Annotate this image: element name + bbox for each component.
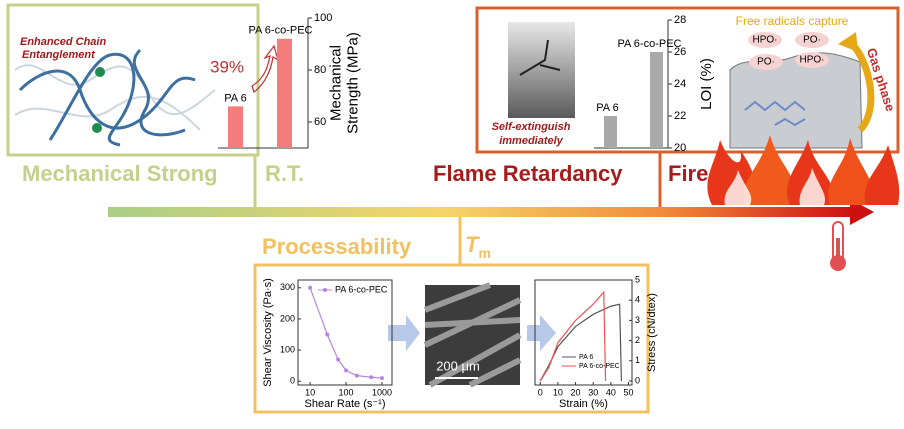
series-line (539, 290, 607, 382)
y-tick-label: 5 (635, 274, 640, 284)
bar-label: PA 6 (224, 92, 246, 104)
radical-label: PO· (803, 35, 821, 46)
point (344, 368, 349, 373)
increase-label: 39% (210, 57, 244, 76)
annotation: Enhanced Chain (20, 36, 106, 48)
annotation: Entanglement (22, 49, 96, 61)
point (325, 332, 330, 337)
y-tick-label: 24 (674, 78, 686, 90)
mechanism-title: Free radicals capture (736, 14, 849, 28)
plot-frame (297, 279, 393, 386)
x-axis-label: Strain (%) (559, 398, 608, 410)
legend-marker (323, 288, 327, 292)
section-label: Processability (262, 234, 412, 259)
bar-label: PA 6 (596, 102, 618, 114)
photo-detail (519, 39, 561, 76)
point (354, 373, 359, 378)
y-tick-label: 0 (290, 376, 295, 386)
legend-label: PA 6-co-PEC (335, 284, 388, 294)
x-axis-label: Shear Rate (s⁻¹) (305, 398, 386, 410)
photo-caption: Self-extinguish (492, 121, 571, 133)
increase-arrow (251, 44, 279, 93)
radical-label: HPO· (753, 35, 778, 46)
y-tick-label: 28 (674, 14, 686, 26)
y-tick-label: 100 (280, 344, 295, 354)
bar (604, 116, 617, 148)
curved-arrow-head (838, 32, 858, 52)
radical-bubble (795, 52, 829, 68)
bar (228, 106, 243, 148)
burning-photo (508, 22, 575, 118)
condition-label: Fire (668, 161, 708, 186)
condition-label: Tm (465, 232, 491, 261)
x-tick-label: 1000 (372, 387, 392, 397)
legend-label: PA 6 (579, 354, 593, 361)
y-tick-label: 3 (635, 315, 640, 325)
x-tick-label: 10 (305, 387, 315, 397)
photo-caption: immediately (499, 135, 563, 147)
y-tick-label: 100 (314, 12, 332, 24)
y-tick-label: 1 (635, 355, 640, 365)
y-tick-label: 300 (280, 282, 295, 292)
x-tick-label: 40 (606, 387, 616, 397)
plot-frame (534, 279, 633, 386)
radical-label: PO· (757, 57, 775, 68)
molecule (744, 100, 806, 127)
polymer-block (729, 52, 863, 149)
x-tick-label: 50 (623, 387, 633, 397)
x-tick-label: 100 (339, 387, 354, 397)
section-label: Mechanical Strong (22, 161, 218, 186)
bar (277, 38, 292, 148)
radical-bubble (749, 54, 783, 70)
y-tick-label: 22 (674, 110, 686, 122)
point (369, 375, 374, 380)
radical-bubble (795, 32, 829, 48)
thermometer-bulb (830, 255, 846, 271)
y-tick-label: 60 (314, 116, 326, 128)
process-arrow (527, 315, 556, 351)
fibers (423, 282, 522, 388)
y-axis-label: Mechanical (327, 45, 344, 121)
y-axis-label: Strength (MPa) (344, 32, 361, 134)
chain-illustration (14, 48, 216, 147)
x-tick-label: 30 (588, 387, 598, 397)
point (379, 376, 384, 381)
y-axis-label: LOI (%) (698, 58, 715, 110)
radical-bubble (748, 32, 782, 48)
bar (650, 52, 663, 148)
symbol: T (465, 232, 480, 257)
condition-label: R.T. (265, 161, 304, 186)
subscript: m (478, 245, 490, 261)
bar-label: PA 6-co-PEC (249, 25, 313, 37)
scale-bar-label: 200 μm (436, 358, 480, 373)
y-tick-label: 200 (280, 313, 295, 323)
point (336, 357, 341, 362)
point (308, 285, 313, 290)
y-axis-label: Stress (cN/dtex) (646, 293, 658, 372)
legend-label: PA 6-co-PEC (579, 363, 620, 370)
flames (707, 135, 900, 205)
y-tick-label: 20 (674, 142, 686, 154)
thermometer-fill (836, 238, 840, 260)
bar-label: PA 6-co-PEC (618, 38, 682, 50)
y-tick-label: 80 (314, 64, 326, 76)
arrow-head (850, 199, 874, 225)
x-tick-label: 0 (538, 387, 543, 397)
timeline-arrow (108, 207, 853, 217)
y-axis-label: Shear Viscosity (Pa·s) (262, 278, 274, 387)
section-label: Flame Retardancy (433, 161, 623, 186)
radical-label: HPO· (800, 55, 825, 66)
x-tick-label: 20 (571, 387, 581, 397)
x-tick-label: 10 (553, 387, 563, 397)
process-arrow (388, 315, 420, 351)
y-tick-label: 26 (674, 46, 686, 58)
y-tick-label: 0 (635, 375, 640, 385)
y-tick-label: 2 (635, 335, 640, 345)
y-tick-label: 4 (635, 295, 640, 305)
